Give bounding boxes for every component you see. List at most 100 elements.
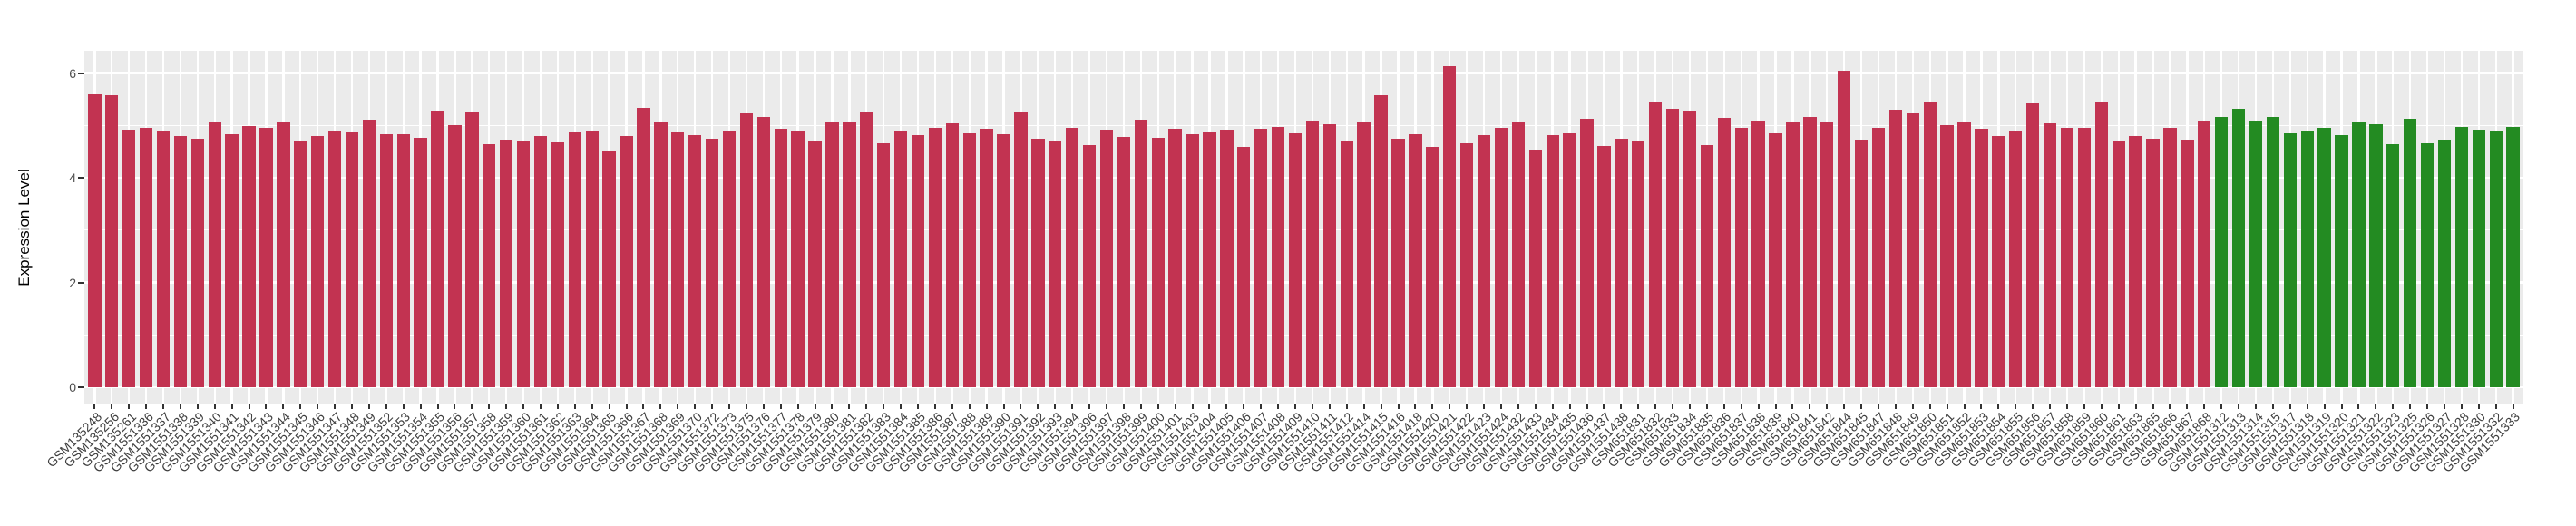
x-tick [2288, 404, 2291, 409]
bar-GSM1551407 [1254, 128, 1268, 387]
x-tick-label-text: GSM1551326 [2371, 409, 2437, 475]
x-tick-label: GSM651834 [1490, 409, 1700, 470]
x-tick [1362, 404, 1365, 409]
x-tick-label: GSM135256 [0, 409, 122, 470]
x-tick [213, 404, 216, 409]
x-tick [831, 404, 834, 409]
x-tick [2255, 404, 2257, 409]
x-tick [488, 404, 491, 409]
x-tick-label: GSM1551406 [1044, 409, 1254, 474]
x-tick-label-text: GSM1551404 [1153, 409, 1220, 475]
bar-GSM1551411 [1322, 124, 1337, 387]
x-tick [728, 404, 730, 409]
x-tick [1757, 404, 1760, 409]
bar-GSM135256 [105, 94, 119, 387]
x-tick [1311, 404, 1313, 409]
bar-GSM1551394 [1066, 128, 1079, 387]
y-tick [78, 281, 84, 284]
x-tick-label: GSM1551436 [1388, 409, 1596, 474]
x-tick-label: GSM1551323 [2193, 409, 2402, 474]
bar-GSM1551435 [1563, 133, 1576, 387]
x-tick [1054, 404, 1057, 409]
x-tick-label: GSM1551397 [907, 409, 1116, 474]
x-tick-label-text: GSM651867 [2136, 409, 2197, 471]
x-tick-label: GSM1551361 [341, 409, 550, 474]
bar-GSM651868 [2198, 120, 2211, 387]
x-tick [2392, 404, 2395, 409]
bar-GSM651861 [2112, 140, 2125, 387]
x-tick [2015, 404, 2017, 409]
x-tick-label: GSM1551423 [1284, 409, 1493, 474]
x-tick [1722, 404, 1725, 409]
x-tick-label-text: GSM1551414 [1307, 409, 1374, 475]
x-tick-label: GSM1551340 [15, 409, 224, 474]
x-tick-label: GSM1551432 [1319, 409, 1527, 474]
x-tick [196, 404, 199, 409]
bar-GSM1551333 [2506, 127, 2520, 387]
x-tick-label: GSM1551368 [461, 409, 670, 474]
x-tick [1328, 404, 1331, 409]
bar-GSM651863 [2129, 136, 2142, 387]
x-tick [1499, 404, 1502, 409]
x-tick-label-text: GSM1551328 [2405, 409, 2472, 475]
bar-GSM1551356 [448, 125, 462, 387]
x-tick [1225, 404, 1228, 409]
bar-GSM1551367 [637, 108, 650, 387]
bar-GSM651859 [2077, 128, 2092, 387]
x-tick-label: GSM1551321 [2159, 409, 2368, 474]
x-tick-label-text: GSM1551364 [535, 409, 602, 475]
x-tick-label-text: GSM1551400 [1101, 409, 1168, 475]
x-tick [161, 404, 164, 409]
x-tick [1156, 404, 1159, 409]
bar-GSM1551386 [928, 127, 942, 387]
x-tick-label: GSM1551414 [1165, 409, 1373, 474]
x-tick-label: GSM1551341 [33, 409, 241, 474]
x-tick [350, 404, 353, 409]
x-tick-label: GSM1551358 [289, 409, 498, 474]
bar-GSM1551437 [1597, 146, 1611, 387]
x-tick-label-text: GSM1551368 [604, 409, 670, 475]
x-tick-label-text: GSM1551375 [690, 409, 756, 475]
bar-GSM651834 [1683, 111, 1697, 387]
x-tick-label-text: GSM1551410 [1256, 409, 1322, 475]
x-tick-label: GSM651842 [1627, 409, 1837, 470]
x-tick [762, 404, 765, 409]
x-tick [677, 404, 679, 409]
x-tick-label: GSM1551386 [736, 409, 944, 474]
x-tick-label: GSM1551364 [393, 409, 601, 474]
bar-GSM1551382 [860, 112, 873, 387]
x-tick-label: GSM1551433 [1336, 409, 1545, 474]
x-tick-label-text: GSM1551372 [656, 409, 722, 475]
bar-GSM1551414 [1357, 122, 1371, 387]
x-tick-label: GSM1551404 [1010, 409, 1219, 474]
x-tick [1586, 404, 1588, 409]
x-tick [1020, 404, 1022, 409]
x-tick-label-text: GSM1551320 [2285, 409, 2352, 475]
x-tick-label: GSM1551327 [2245, 409, 2454, 474]
bar-GSM1551340 [208, 122, 221, 387]
bar-GSM1551338 [173, 136, 188, 387]
x-tick [505, 404, 508, 409]
bar-GSM1551434 [1546, 135, 1559, 387]
x-tick-label: GSM1551438 [1421, 409, 1631, 474]
x-tick-label-text: GSM1551336 [90, 409, 156, 475]
bar-GSM651860 [2094, 102, 2108, 387]
bar-GSM1551345 [294, 141, 307, 387]
x-tick-label: GSM651851 [1748, 409, 1956, 470]
bar-GSM1551387 [945, 123, 960, 387]
bar-GSM1551400 [1151, 138, 1165, 387]
x-tick [471, 404, 473, 409]
x-tick [1037, 404, 1039, 409]
x-tick-label-text: GSM651842 [1775, 409, 1837, 471]
x-tick [1654, 404, 1657, 409]
x-tick-label-text: GSM1551363 [519, 409, 585, 475]
x-tick-label: GSM651849 [1713, 409, 1923, 470]
gridline-major-y [84, 385, 2523, 389]
x-tick-label-text: GSM651851 [1896, 409, 1957, 471]
bar-GSM1551416 [1391, 138, 1405, 387]
x-tick-label-text: GSM1551412 [1290, 409, 1357, 475]
x-tick-label: GSM1551383 [684, 409, 893, 474]
bar-GSM1551347 [327, 131, 342, 387]
x-tick [2238, 404, 2240, 409]
x-tick-label: GSM1551418 [1215, 409, 1425, 474]
